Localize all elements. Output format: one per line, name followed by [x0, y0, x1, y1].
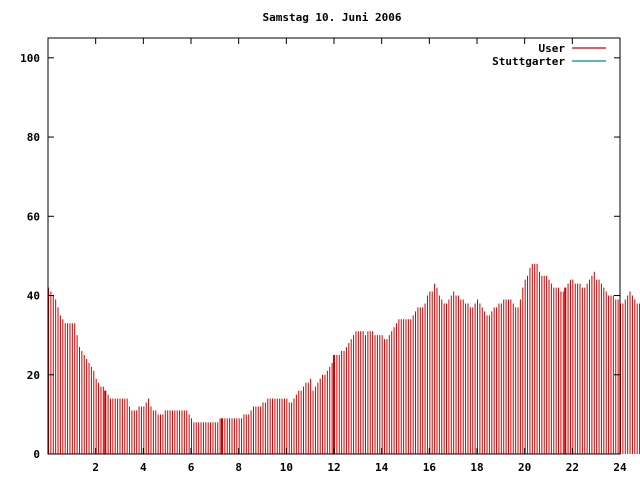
- x-tick-label: 20: [518, 461, 531, 474]
- x-ticks: 2 4 6 8 10 12 14 16 18 20 22 24: [92, 38, 627, 474]
- y-tick-label: 80: [27, 131, 40, 144]
- chart-title: Samstag 10. Juni 2006: [262, 11, 401, 24]
- x-tick-label: 2: [92, 461, 99, 474]
- x-tick-label: 8: [235, 461, 242, 474]
- y-tick-label: 0: [33, 448, 40, 461]
- x-tick-label: 24: [613, 461, 627, 474]
- x-tick-label: 16: [423, 461, 437, 474]
- x-tick-label: 22: [566, 461, 579, 474]
- y-tick-label: 20: [27, 369, 40, 382]
- x-tick-label: 12: [327, 461, 340, 474]
- x-tick-label: 4: [140, 461, 147, 474]
- legend-label-stuttgarter: Stuttgarter: [492, 55, 565, 68]
- y-tick-label: 40: [27, 290, 40, 303]
- y-tick-label: 100: [20, 52, 40, 65]
- x-tick-label: 18: [470, 461, 483, 474]
- x-tick-label: 6: [188, 461, 195, 474]
- y-tick-label: 60: [27, 210, 40, 223]
- legend-label-user: User: [539, 42, 566, 55]
- y-ticks: 0 20 40 60 80 100: [20, 52, 620, 461]
- bars-group: [48, 263, 640, 454]
- legend: User Stuttgarter: [492, 42, 606, 68]
- x-tick-label: 10: [280, 461, 293, 474]
- x-tick-label: 14: [375, 461, 389, 474]
- highlight-bars-group: [104, 287, 567, 454]
